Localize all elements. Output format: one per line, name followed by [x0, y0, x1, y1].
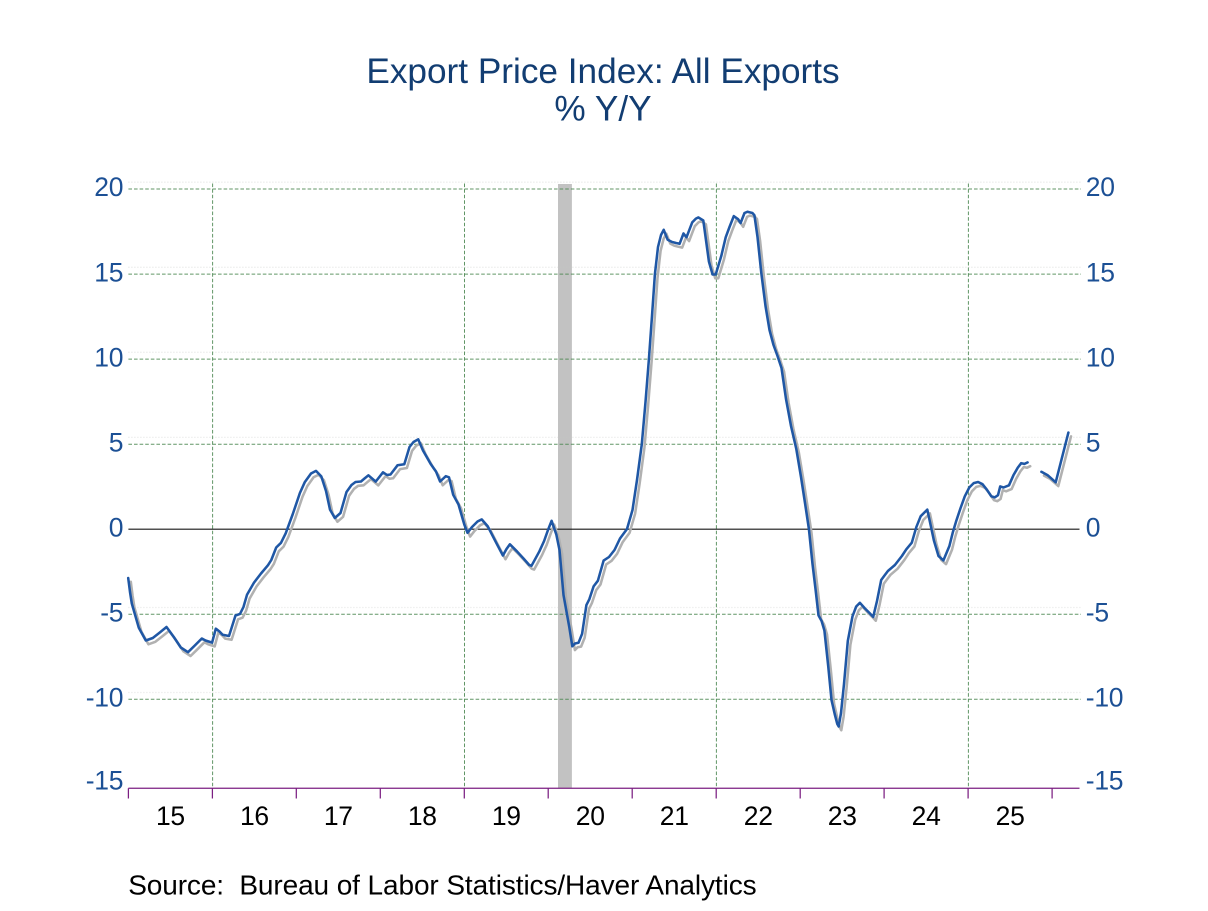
svg-text:17: 17 — [324, 801, 353, 831]
svg-text:16: 16 — [240, 801, 269, 831]
svg-text:19: 19 — [492, 801, 521, 831]
svg-text:24: 24 — [912, 801, 941, 831]
svg-text:10: 10 — [1086, 342, 1115, 372]
svg-text:15: 15 — [156, 801, 185, 831]
svg-text:Source: Bureau of Labor Stati: Source: Bureau of Labor Statistics/Haver… — [128, 870, 756, 901]
svg-text:-5: -5 — [100, 598, 123, 628]
svg-text:-15: -15 — [1086, 766, 1123, 796]
svg-text:20: 20 — [576, 801, 605, 831]
svg-text:-15: -15 — [86, 766, 123, 796]
svg-text:21: 21 — [660, 801, 689, 831]
svg-text:Export Price Index: All Export: Export Price Index: All Exports — [366, 52, 839, 91]
svg-text:23: 23 — [828, 801, 857, 831]
svg-text:5: 5 — [109, 427, 123, 457]
svg-text:0: 0 — [109, 512, 123, 542]
svg-text:20: 20 — [94, 172, 123, 202]
svg-text:15: 15 — [94, 257, 123, 287]
svg-text:25: 25 — [996, 801, 1025, 831]
svg-text:10: 10 — [94, 342, 123, 372]
svg-text:22: 22 — [744, 801, 773, 831]
svg-text:18: 18 — [408, 801, 437, 831]
svg-text:20: 20 — [1086, 172, 1115, 202]
svg-text:% Y/Y: % Y/Y — [554, 90, 651, 129]
svg-text:-5: -5 — [1086, 598, 1109, 628]
svg-text:5: 5 — [1086, 427, 1100, 457]
svg-text:-10: -10 — [1086, 683, 1123, 713]
svg-text:0: 0 — [1086, 512, 1100, 542]
svg-text:-10: -10 — [86, 683, 123, 713]
svg-text:15: 15 — [1086, 257, 1115, 287]
